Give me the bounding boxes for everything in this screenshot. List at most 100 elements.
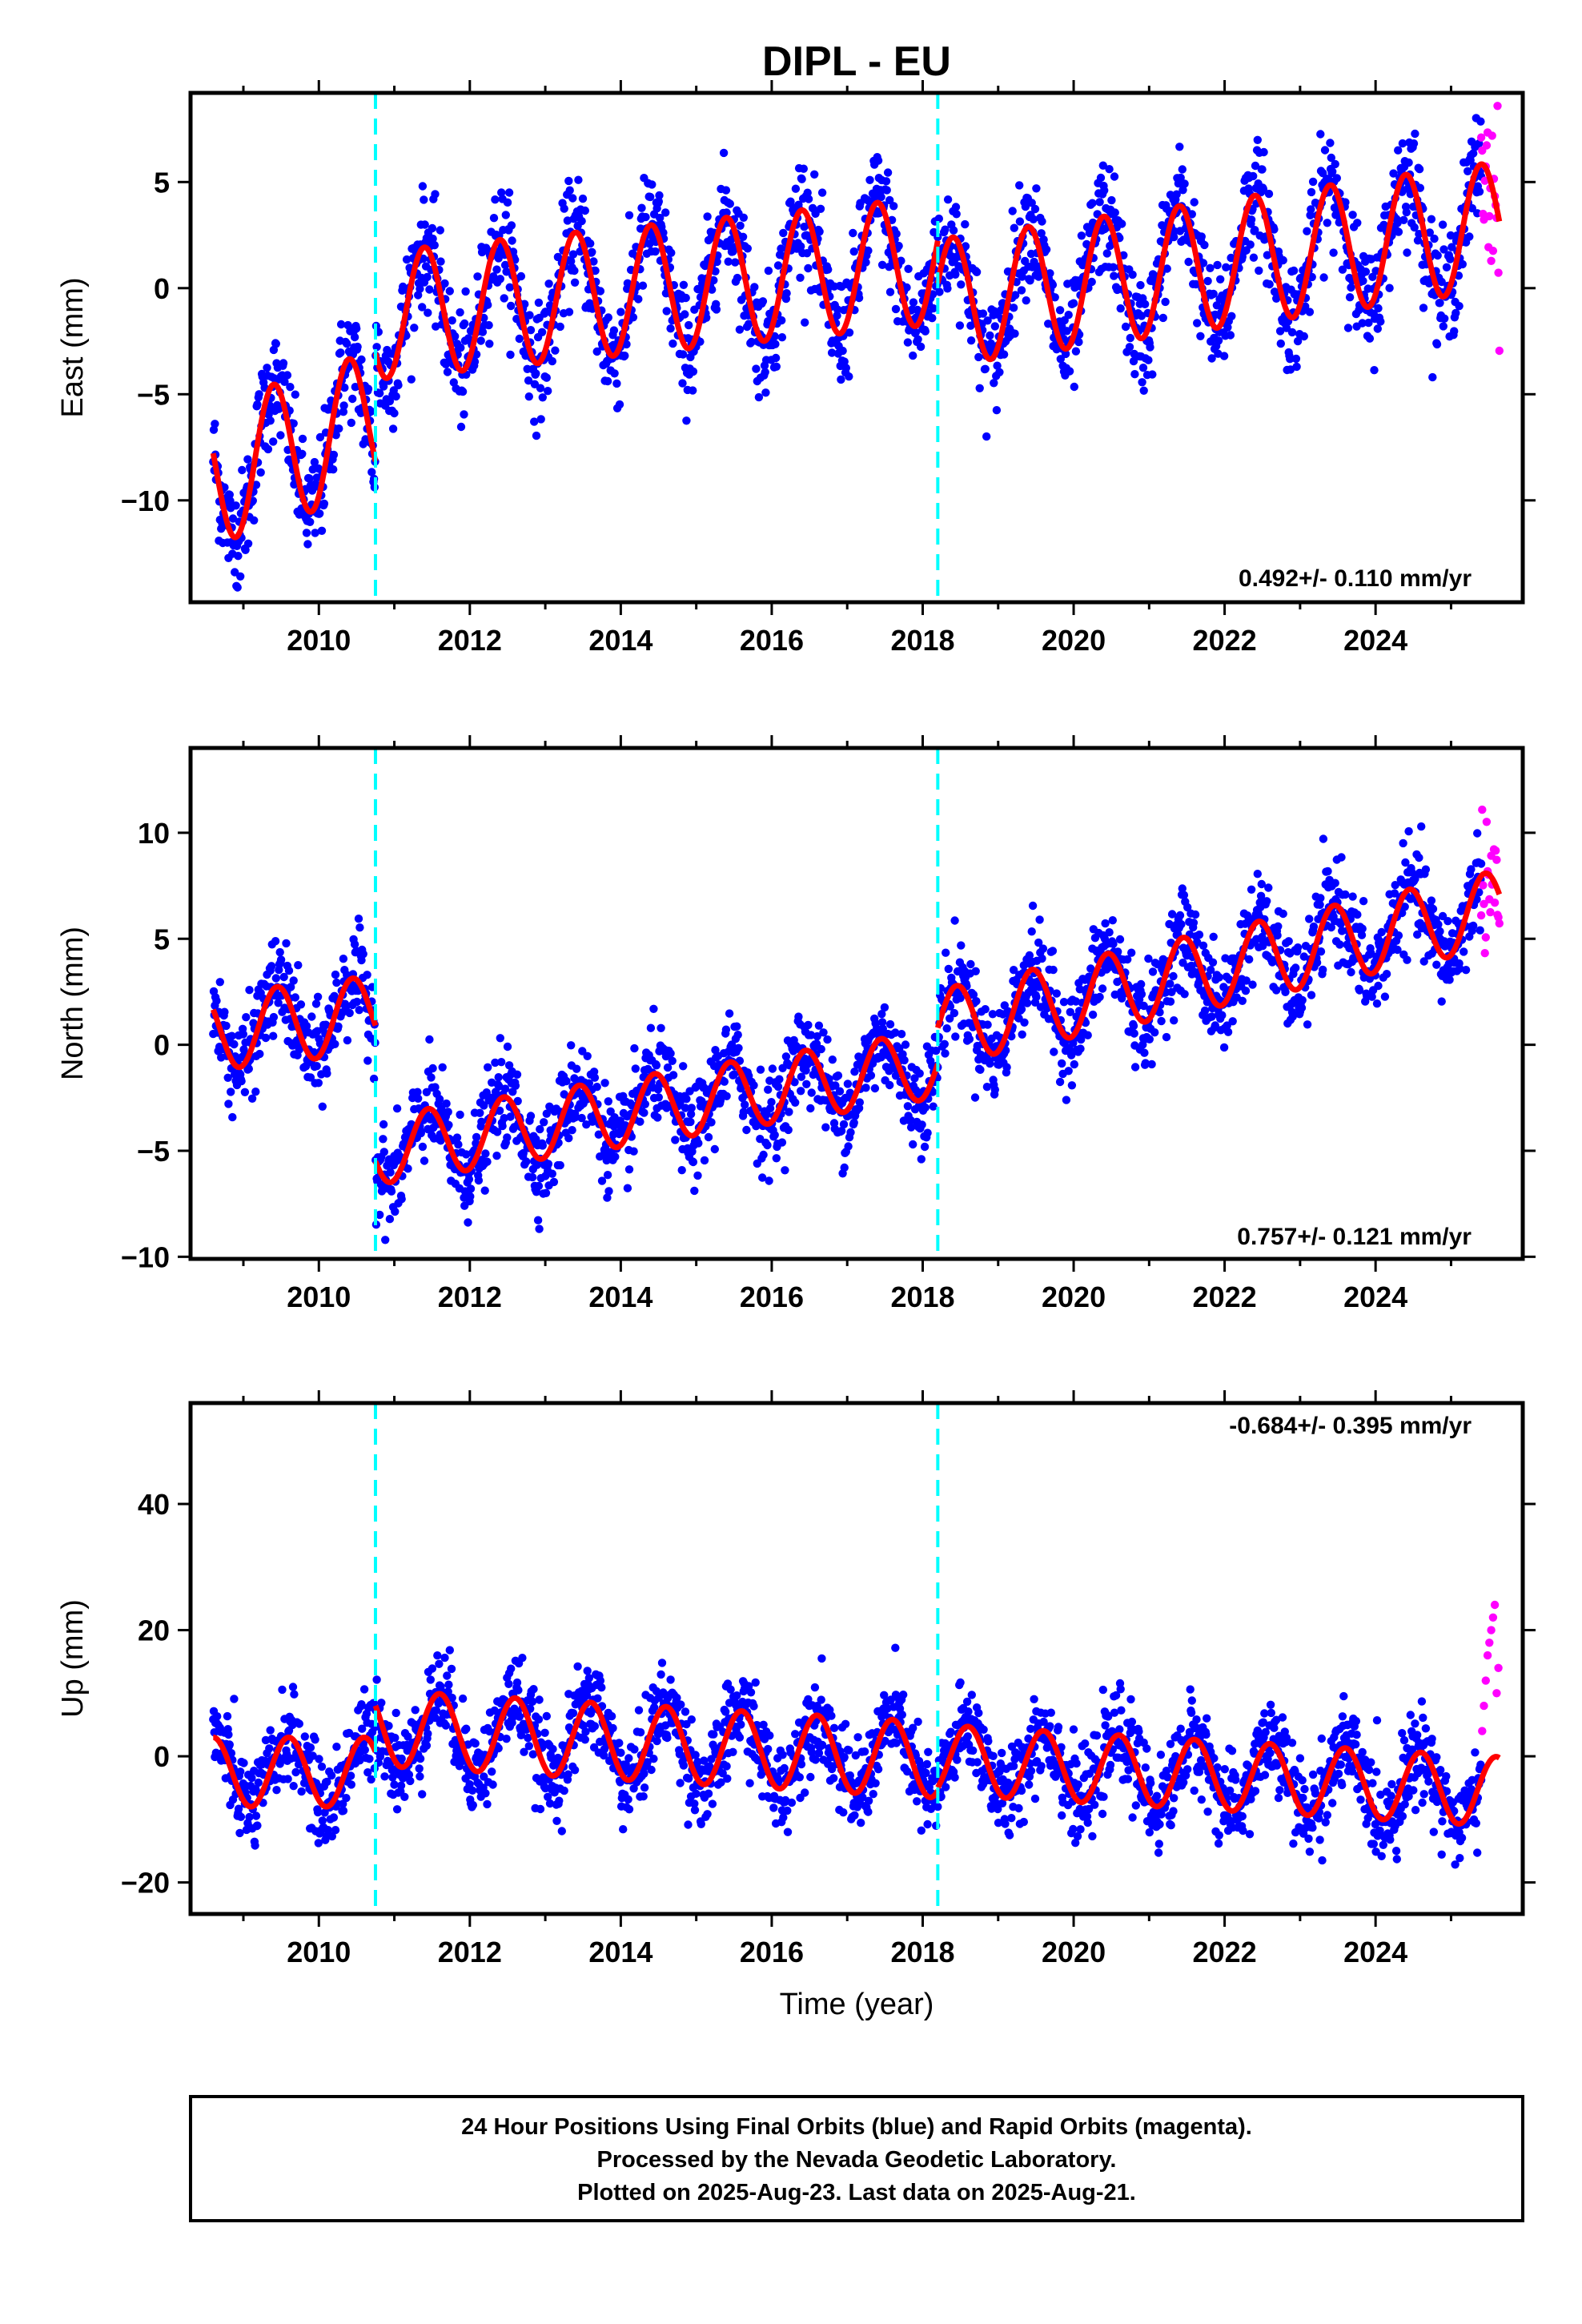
data-point [610,369,619,378]
data-point [357,955,366,965]
data-point [1245,955,1254,964]
data-point [1370,366,1379,375]
data-point [790,1078,799,1087]
data-point [1066,1007,1075,1017]
data-point [1338,265,1347,274]
up-plot-area [209,1403,1503,1914]
data-point [1046,269,1054,278]
data-point [224,1730,233,1739]
data-point [951,203,961,211]
data-point [1476,117,1485,126]
data-point [1193,938,1202,947]
data-point [975,384,984,392]
data-point [386,1168,395,1177]
data-point [242,1013,251,1022]
data-point [1382,970,1391,979]
data-point [438,1063,447,1072]
data-point [565,186,574,195]
data-point [359,950,367,959]
data-point [472,350,481,359]
data-point [431,1083,440,1092]
data-point [586,239,595,248]
east-fit-line-1 [210,356,379,541]
data-point [542,1109,551,1118]
data-point [513,1096,522,1106]
data-point [227,1031,236,1040]
data-point [551,346,560,355]
data-point [681,310,689,319]
data-point [1042,245,1051,254]
data-point [534,298,544,308]
data-point [1439,245,1448,254]
data-point [640,1108,648,1117]
data-point [1410,223,1419,232]
data-point [1196,332,1205,340]
data-point [892,229,901,239]
data-point [754,392,764,402]
rapid-point [1481,933,1491,942]
data-point [564,176,573,186]
data-point [897,1030,906,1039]
data-point [965,1035,974,1043]
data-point [300,1732,309,1741]
data-point [648,180,656,189]
data-point [560,204,568,213]
data-point [1299,952,1309,961]
data-point [1345,293,1355,302]
data-point [841,364,851,372]
data-point [1264,189,1274,199]
data-point [844,1142,853,1151]
data-point [335,424,343,433]
data-point [1008,207,1017,215]
data-point [313,992,323,1002]
data-point [500,260,510,270]
data-point [849,228,857,238]
data-point [839,1120,849,1129]
data-point [661,208,670,217]
data-point [1110,271,1118,280]
data-point [897,256,905,265]
data-point [1071,997,1081,1006]
data-point [1130,1029,1138,1038]
data-point [1170,1016,1178,1025]
data-point [678,379,687,388]
data-point [1105,928,1114,937]
data-point [784,1125,793,1135]
data-point [377,1699,386,1707]
data-point [772,1154,781,1163]
data-point [491,1058,500,1068]
data-point [739,213,748,222]
data-point [503,1133,512,1142]
data-point [372,343,381,352]
data-point [339,1806,348,1815]
east-rate-label: 0.492+/- 0.110 mm/yr [1239,565,1472,592]
data-point [570,266,579,275]
data-point [604,313,612,322]
data-point [735,325,745,334]
data-point [1307,991,1316,999]
data-point [331,970,340,979]
data-point [799,164,808,173]
data-point [387,1187,396,1196]
data-point [909,351,917,360]
data-point [929,1102,938,1111]
data-point [1373,324,1383,333]
data-point [1110,172,1119,181]
data-point [1335,940,1344,949]
data-point [448,316,456,325]
rapid-point [1488,131,1496,140]
data-point [458,387,468,396]
data-point [329,450,339,460]
data-point [641,212,650,222]
data-point [932,1046,941,1055]
data-point [1315,900,1324,910]
data-point [346,1771,355,1780]
data-point [652,1061,661,1070]
data-point [1348,892,1357,901]
data-point [1026,276,1034,285]
data-point [428,234,437,243]
data-point [749,1081,758,1090]
data-point [756,1065,765,1074]
data-point [891,1072,901,1080]
data-point [612,379,621,388]
